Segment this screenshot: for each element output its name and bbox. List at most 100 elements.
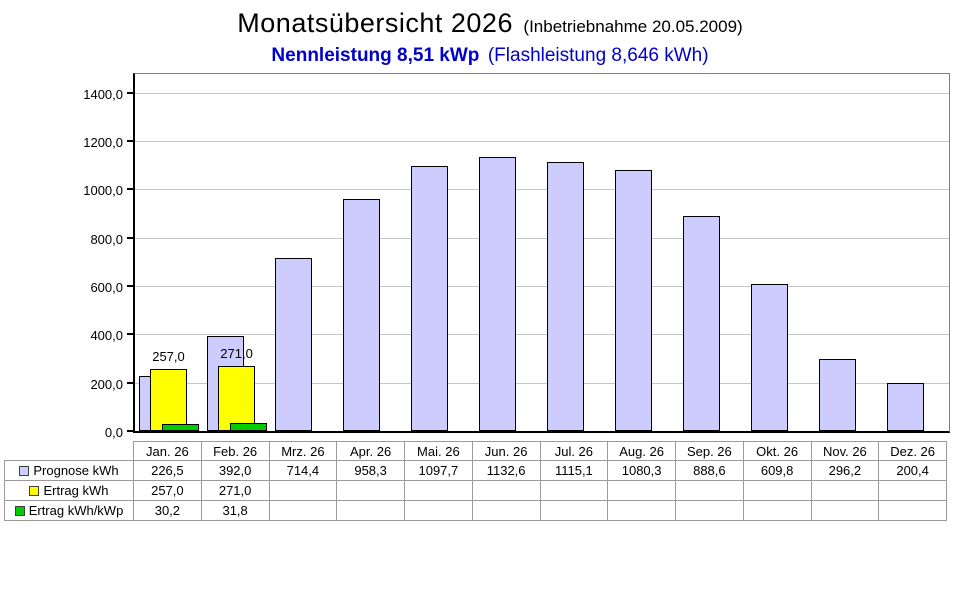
- bar-value-label: 271,0: [220, 345, 253, 361]
- table-col-header: Jun. 26: [471, 441, 541, 461]
- table-cell: [810, 500, 880, 521]
- bar-prognose-kwh: [683, 216, 721, 431]
- bar-prognose-kwh: [887, 382, 925, 431]
- table-cell: [742, 500, 812, 521]
- table-col-header: Nov. 26: [810, 441, 880, 461]
- subtitle-flash-power: (Flashleistung 8,646 kWh): [487, 45, 709, 66]
- y-axis-tick: [127, 236, 133, 239]
- bar-prognose-kwh: [478, 157, 516, 431]
- table-col-header: Feb. 26: [200, 441, 270, 461]
- y-axis-tick: [127, 285, 133, 288]
- legend-swatch: [19, 466, 30, 476]
- table-corner-cell: [5, 442, 134, 461]
- table-cell: [878, 480, 947, 501]
- table-cell: 392,0: [200, 460, 270, 481]
- table-cell: [607, 500, 676, 521]
- table-cell: [268, 480, 338, 501]
- table-cell: [539, 500, 609, 521]
- bar-ertrag-kwh-kwp: [161, 423, 199, 431]
- y-axis-tick: [127, 91, 133, 94]
- bar-prognose-kwh: [274, 258, 312, 431]
- legend-item: Ertrag kWh/kWp: [4, 500, 134, 521]
- plot-area: 257,0 271,0: [127, 73, 950, 433]
- legend-label: Ertrag kWh/kWp: [28, 503, 124, 518]
- y-axis-label: 1000,0: [83, 183, 123, 199]
- gridline: [135, 189, 949, 191]
- table-cell: [539, 480, 609, 501]
- table-row: Ertrag kWh 257,0 271,0: [4, 480, 947, 501]
- bar-prognose-kwh: [547, 161, 584, 431]
- table-cell: [471, 500, 541, 521]
- table-cell: 257,0: [133, 480, 202, 501]
- y-axis-tick: [127, 381, 133, 384]
- table-col-header: Okt. 26: [742, 441, 812, 461]
- table-cell: [471, 480, 541, 501]
- table-row: Ertrag kWh/kWp 30,2 31,8: [4, 500, 947, 521]
- table-cell: 1080,3: [607, 460, 676, 481]
- table-cell: 609,8: [742, 460, 812, 481]
- table-row: Prognose kWh 226,5 392,0 714,4 958,3 1097,7 11…: [4, 460, 947, 481]
- table-cell: [268, 500, 338, 521]
- table-cell: [404, 500, 473, 521]
- bar-prognose-kwh: [615, 170, 653, 431]
- y-axis-label: 200,0: [90, 376, 123, 392]
- y-axis-label: 600,0: [90, 280, 123, 296]
- table-cell: [675, 500, 744, 521]
- y-axis-label: 800,0: [90, 231, 123, 247]
- title-commissioning-date: (Inbetriebnahme 20.05.2009): [523, 17, 743, 36]
- legend-swatch: [29, 486, 40, 496]
- y-axis-label: 0,0: [104, 425, 123, 440]
- chart-title: Monatsübersicht 2026 (Inbetriebnahme 20.…: [10, 8, 960, 43]
- bar-ertrag-kwh: [218, 365, 256, 431]
- table-cell: 31,8: [200, 500, 270, 521]
- table-cell: [742, 480, 812, 501]
- y-axis-tick: [127, 430, 133, 432]
- table-cell: 296,2: [810, 460, 880, 481]
- gridline: [135, 141, 949, 143]
- table-header-row: Jan. 26 Feb. 26 Mrz. 26 Apr. 26 Mai. 26 Jun. …: [5, 441, 947, 461]
- legend-label: Prognose kWh: [33, 463, 119, 478]
- y-axis-label: 1200,0: [83, 135, 123, 151]
- bar-prognose-kwh: [751, 283, 789, 431]
- table-col-header: Aug. 26: [607, 441, 676, 461]
- table-col-header: Dez. 26: [878, 441, 947, 461]
- y-axis-label: 1400,0: [83, 86, 123, 102]
- bar-prognose-kwh: [819, 359, 857, 431]
- table-cell: [336, 480, 405, 501]
- table-col-header: Jul. 26: [539, 441, 609, 461]
- table-cell: [336, 500, 405, 521]
- legend-item: Ertrag kWh: [4, 480, 134, 501]
- table-cell: [404, 480, 473, 501]
- y-axis-tick: [127, 333, 133, 336]
- chart-title-block: Monatsübersicht 2026 (Inbetriebnahme 20.…: [10, 8, 960, 68]
- gridline: [135, 237, 949, 239]
- legend-label: Ertrag kWh: [43, 483, 109, 498]
- gridline: [135, 334, 949, 336]
- legend-item: Prognose kWh: [4, 460, 134, 481]
- y-axis-label: 400,0: [90, 328, 123, 344]
- y-axis-tick: [127, 188, 133, 191]
- bar-ertrag-kwh-kwp: [229, 423, 267, 431]
- table-col-header: Mai. 26: [404, 441, 473, 461]
- table-cell: 1132,6: [471, 460, 541, 481]
- table-cell: 888,6: [675, 460, 744, 481]
- table-cell: 200,4: [878, 460, 947, 481]
- gridline: [135, 382, 949, 384]
- table-cell: 30,2: [133, 500, 202, 521]
- table-col-header: Jan. 26: [133, 441, 202, 461]
- y-axis-tick: [127, 140, 133, 143]
- table-col-header: Mrz. 26: [268, 441, 338, 461]
- table-col-header: Apr. 26: [336, 441, 405, 461]
- table-col-header: Sep. 26: [675, 441, 744, 461]
- gridline: [135, 92, 949, 94]
- table-cell: 714,4: [268, 460, 338, 481]
- table-cell: 958,3: [336, 460, 405, 481]
- table-cell: 1097,7: [404, 460, 473, 481]
- legend-swatch: [14, 506, 25, 516]
- bar-value-label: 257,0: [152, 348, 185, 364]
- data-table: Jan. 26 Feb. 26 Mrz. 26 Apr. 26 Mai. 26 Jun. …: [4, 441, 947, 521]
- bar-prognose-kwh: [410, 165, 448, 431]
- table-cell: [810, 480, 880, 501]
- gridline: [135, 286, 949, 288]
